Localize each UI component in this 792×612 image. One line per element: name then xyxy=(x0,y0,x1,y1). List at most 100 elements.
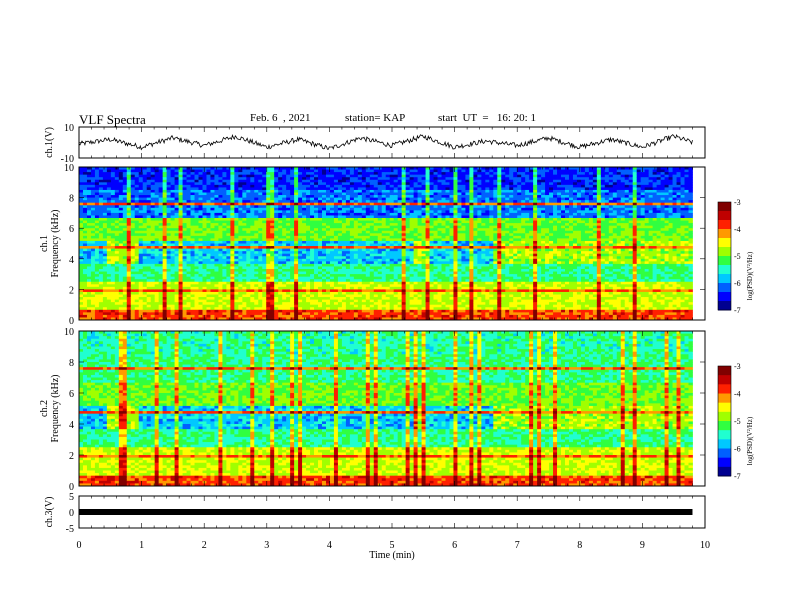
spectro-cell xyxy=(337,261,343,265)
spectro-cell xyxy=(174,212,179,216)
spectro-cell xyxy=(369,279,375,283)
spectro-cell xyxy=(341,223,347,227)
spectro-cell xyxy=(290,195,295,198)
spectro-cell xyxy=(318,276,323,280)
spectro-cell xyxy=(122,304,128,308)
spectro-cell xyxy=(302,281,307,285)
spectro-cell xyxy=(353,174,359,178)
spectro-cell xyxy=(329,291,335,295)
spectro-cell xyxy=(226,317,231,321)
spectro-cell xyxy=(110,197,116,201)
spectro-cell xyxy=(369,251,375,255)
spectro-cell xyxy=(182,274,187,278)
spectro-cell xyxy=(274,314,279,318)
spectro-cell xyxy=(102,276,108,280)
spectro-cell xyxy=(190,276,195,280)
spectro-cell xyxy=(333,240,339,244)
spectro-cell xyxy=(238,317,243,321)
spectro-cell xyxy=(82,251,88,255)
spectro-cell xyxy=(190,223,195,227)
spectro-cell xyxy=(190,302,195,306)
spectro-cell xyxy=(333,289,339,293)
spectro-cell xyxy=(134,169,140,173)
spectro-cell xyxy=(210,202,215,206)
spectro-cell xyxy=(314,177,319,181)
spectro-cell xyxy=(118,200,124,204)
spectro-cell xyxy=(369,197,375,201)
spectro-cell xyxy=(162,263,168,267)
spectro-cell xyxy=(150,210,156,214)
spectro-cell xyxy=(258,169,263,173)
spectro-cell xyxy=(286,274,291,278)
spectro-cell xyxy=(310,266,315,270)
spectro-cell xyxy=(314,253,319,257)
spectro-cell xyxy=(218,279,223,283)
spectro-cell xyxy=(114,243,120,247)
spectro-cell xyxy=(118,279,124,283)
spectro-cell xyxy=(222,248,227,252)
spectro-cell xyxy=(341,228,347,232)
spectro-cell xyxy=(314,246,319,249)
spectro-cell xyxy=(158,276,164,280)
spectro-cell xyxy=(298,256,303,260)
spectro-cell xyxy=(393,238,399,242)
spectro-cell xyxy=(102,256,108,260)
spectro-cell xyxy=(94,202,100,206)
spectro-cell xyxy=(250,182,255,186)
spectro-cell xyxy=(274,184,279,188)
spectro-cell xyxy=(202,246,207,249)
spectro-cell xyxy=(222,177,227,181)
spectro-cell xyxy=(170,235,175,239)
spectro-cell xyxy=(190,266,195,270)
spectro-cell xyxy=(298,192,303,196)
spectro-cell xyxy=(206,177,211,181)
spectro-cell xyxy=(333,304,339,308)
spectro-cell xyxy=(357,177,363,181)
spectro-cell xyxy=(373,238,379,242)
spectro-cell xyxy=(306,294,311,298)
spectro-cell xyxy=(341,271,347,275)
spectro-cell xyxy=(150,184,156,188)
spectro-cell xyxy=(186,274,191,278)
spectro-cell xyxy=(262,243,267,247)
spectro-cell xyxy=(182,284,187,288)
spectro-cell xyxy=(242,174,247,178)
spectro-cell xyxy=(138,210,144,214)
spectro-cell xyxy=(337,200,343,204)
spectro-cell xyxy=(186,248,191,252)
spectro-cell xyxy=(325,271,331,275)
spectro-cell xyxy=(118,192,124,196)
spectro-cell xyxy=(357,256,363,260)
spectro-cell xyxy=(381,202,387,206)
spectro-cell xyxy=(246,225,251,229)
spectro-cell xyxy=(325,276,331,280)
spectro-cell xyxy=(246,195,251,198)
spectro-cell xyxy=(337,202,343,206)
spectro-cell xyxy=(369,174,375,178)
spectro-cell xyxy=(178,261,183,265)
spectro-cell xyxy=(166,172,172,176)
spectro-cell xyxy=(278,256,283,260)
spectro-cell xyxy=(206,304,211,308)
spectro-cell xyxy=(174,297,179,300)
spectro-cell xyxy=(206,286,211,290)
spectro-cell xyxy=(361,279,367,283)
spectro-cell xyxy=(302,197,307,201)
spectro-cell xyxy=(302,177,307,181)
spectro-cell xyxy=(401,202,407,206)
spectro-cell xyxy=(114,174,120,178)
spectro-cell xyxy=(302,195,307,198)
spectro-cell xyxy=(198,302,203,306)
spectro-cell xyxy=(186,197,191,201)
spectro-cell xyxy=(393,248,399,252)
spectro-cell xyxy=(353,223,359,227)
spectro-cell xyxy=(102,274,108,278)
spectro-cell xyxy=(266,276,271,280)
spectro-cell xyxy=(182,307,187,311)
spectro-cell xyxy=(361,179,367,183)
spectro-cell xyxy=(102,302,108,306)
spectro-cell xyxy=(106,248,112,252)
spectro-cell xyxy=(202,189,207,193)
spectro-cell xyxy=(154,169,160,173)
spectro-cell xyxy=(250,230,255,234)
